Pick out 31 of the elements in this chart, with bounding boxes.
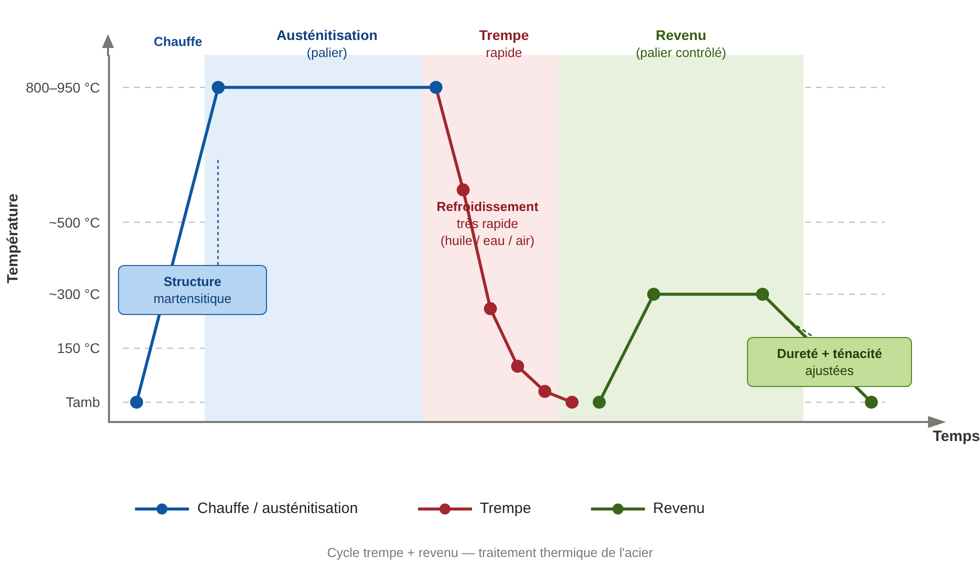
point — [566, 396, 579, 409]
point — [647, 288, 660, 301]
annotation: Structure martensitique — [152, 273, 233, 307]
y-tick-label: 150 °C — [57, 340, 100, 356]
point — [130, 396, 144, 409]
point — [864, 396, 878, 409]
annotation: Austénitisation (palier) — [275, 27, 379, 61]
y-axis-title: Température — [4, 194, 22, 284]
y-tick-label: ~300 °C — [48, 286, 100, 302]
y-tick-label: 800–950 °C — [26, 79, 100, 96]
annotation: Revenu (palier contrôlé) — [634, 27, 728, 61]
text: Cycle trempe + revenu — traitement thermique de l'acier — [326, 545, 654, 560]
legend-label: Revenu — [653, 500, 705, 517]
y-tick-label: ~500 °C — [48, 214, 100, 230]
callout-box: Dureté + ténacité ajustées — [747, 337, 912, 387]
legend-label: Trempe — [480, 500, 532, 517]
point — [592, 396, 606, 409]
point — [538, 384, 552, 398]
legend-label: Chauffe / austénitisation — [197, 500, 358, 517]
annotation: Dureté + ténacité ajustées — [776, 345, 884, 379]
annotation: Trempe rapide — [478, 27, 530, 61]
point — [484, 302, 497, 316]
point — [511, 360, 524, 373]
y-tick-label: Tamb — [66, 394, 100, 410]
callout-box: Structure martensitique — [118, 265, 267, 315]
point — [429, 80, 442, 94]
x-axis-title: Temps — [932, 428, 980, 445]
point — [756, 288, 770, 301]
text: Chauffe — [152, 33, 204, 50]
point — [456, 183, 470, 196]
point — [212, 80, 225, 94]
